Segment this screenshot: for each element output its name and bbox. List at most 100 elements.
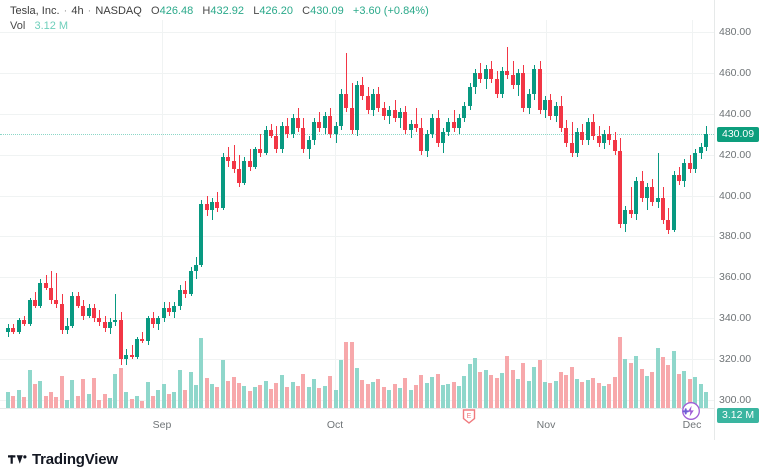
earnings-marker[interactable]: E — [462, 409, 476, 424]
interval-label[interactable]: 4h — [71, 5, 84, 17]
candle-body — [264, 130, 268, 153]
candle-body — [634, 181, 638, 214]
volume-bar — [376, 379, 380, 408]
candle-body — [301, 128, 305, 149]
candle-wick — [513, 60, 514, 90]
volume-bar — [119, 368, 123, 408]
candle-body — [81, 305, 85, 317]
volume-bar — [586, 380, 590, 408]
volume-bar — [554, 381, 558, 408]
candle-body — [60, 303, 64, 331]
grid-line-vertical — [546, 20, 547, 408]
volume-bar — [366, 383, 370, 408]
split-event-marker[interactable] — [679, 401, 701, 423]
candle-body — [92, 307, 96, 319]
volume-bar — [564, 375, 568, 408]
candle-body — [559, 105, 563, 129]
volume-bar — [172, 391, 176, 408]
candle-wick — [142, 332, 143, 343]
volume-bar — [387, 389, 391, 408]
volume-bar — [44, 396, 48, 408]
volume-bar — [548, 383, 552, 408]
volume-bar — [28, 369, 32, 408]
volume-bar — [156, 389, 160, 408]
candle-body — [650, 187, 654, 202]
candle-body — [478, 73, 482, 80]
volume-bar — [54, 396, 58, 408]
volume-bar — [296, 385, 300, 408]
time-axis[interactable]: Sep Oct Nov Dec — [0, 408, 714, 448]
volume-bar — [339, 360, 343, 408]
volume-bar — [323, 386, 327, 408]
candle-body — [65, 326, 69, 331]
candle-body — [618, 150, 622, 225]
candle-body — [124, 354, 128, 359]
price-axis[interactable]: 480.00 460.00 440.00 420.00 400.00 380.00 360.… — [714, 0, 780, 440]
volume-bar — [570, 366, 574, 408]
volume-bar — [194, 384, 198, 408]
candle-body — [393, 109, 397, 118]
candle-body — [350, 107, 354, 131]
candle-body — [360, 85, 364, 96]
candle-body — [242, 160, 246, 184]
volume-bar — [81, 379, 85, 408]
candle-body — [570, 142, 574, 153]
candle-body — [28, 299, 32, 325]
candle-body — [409, 124, 413, 131]
candle-wick — [260, 134, 261, 157]
candle-body — [629, 209, 633, 214]
candle-body — [70, 295, 74, 327]
volume-bar — [403, 377, 407, 408]
tradingview-wordmark: TradingView — [32, 451, 118, 468]
candle-body — [597, 136, 601, 143]
time-tick-label: Sep — [152, 419, 172, 431]
candle-body — [473, 73, 477, 88]
volume-bar — [274, 382, 278, 408]
candle-body — [38, 283, 42, 306]
candle-body — [382, 107, 386, 116]
candle-body — [366, 95, 370, 110]
candle-body — [296, 118, 300, 129]
candle-body — [183, 289, 187, 294]
volume-bar — [291, 381, 295, 408]
candle-body — [548, 99, 552, 116]
price-tick-label: 420.00 — [719, 148, 752, 161]
volume-bar — [6, 391, 10, 408]
volume-bar — [371, 382, 375, 408]
current-volume-badge: 3.12 M — [717, 408, 760, 423]
volume-bar — [618, 337, 622, 408]
candle-body — [602, 134, 606, 143]
candle-body — [398, 111, 402, 119]
volume-bar — [215, 386, 219, 408]
candle-body — [505, 71, 509, 76]
volume-bar — [11, 396, 15, 408]
volume-bar — [580, 382, 584, 408]
volume-bar — [334, 390, 338, 408]
volume-bar — [280, 375, 284, 408]
candle-body — [607, 134, 611, 141]
candle-body — [672, 175, 676, 231]
volume-bar — [232, 377, 236, 408]
volume-bar — [22, 397, 26, 408]
grid-line-horizontal — [0, 236, 714, 238]
price-tick-label: 400.00 — [719, 189, 752, 202]
candle-body — [376, 93, 380, 108]
candle-body — [172, 305, 176, 313]
grid-line-horizontal — [0, 73, 714, 75]
candle-body — [285, 126, 289, 135]
volume-bar — [532, 366, 536, 408]
candle-wick — [346, 52, 347, 112]
volume-bar — [350, 342, 354, 408]
volume-bar — [538, 359, 542, 408]
candle-body — [462, 105, 466, 119]
time-tick-label: Oct — [326, 419, 344, 431]
volume-bar — [650, 372, 654, 408]
candle-body — [543, 99, 547, 110]
tradingview-watermark: TradingView — [8, 451, 118, 468]
volume-bar — [344, 341, 348, 408]
legend-separator-2: · — [87, 5, 92, 17]
volume-bar — [17, 390, 21, 408]
symbol-name[interactable]: Tesla, Inc. — [10, 5, 60, 17]
volume-bar — [76, 396, 80, 408]
grid-line-horizontal — [0, 318, 714, 320]
